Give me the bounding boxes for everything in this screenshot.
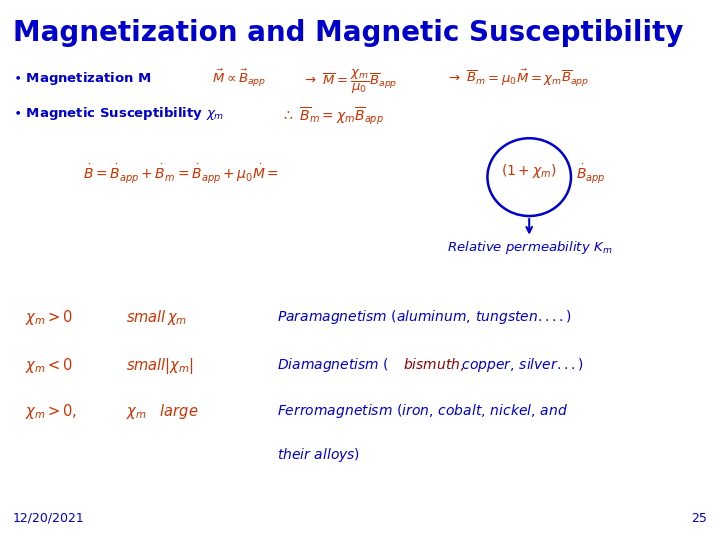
Text: $\mathit{Paramagnetism\ (aluminum,\,tungsten....)}$: $\mathit{Paramagnetism\ (aluminum,\,tung… xyxy=(277,308,572,326)
Text: $\chi_m > 0$: $\chi_m > 0$ xyxy=(25,308,73,327)
Text: $\vec{M} \propto \vec{B}_{app}$: $\vec{M} \propto \vec{B}_{app}$ xyxy=(212,68,266,89)
Text: $\chi_m > 0,$: $\chi_m > 0,$ xyxy=(25,402,78,421)
Text: $\mathit{Diamagnetism\ (}$: $\mathit{Diamagnetism\ (}$ xyxy=(277,356,390,374)
Text: $\mathit{small}|\chi_m|$: $\mathit{small}|\chi_m|$ xyxy=(126,356,194,376)
Text: 25: 25 xyxy=(691,512,707,525)
Text: $\mathit{their\ alloys)}$: $\mathit{their\ alloys)}$ xyxy=(277,446,361,463)
Text: $\mathit{Relative\ permeability\ K_m}$: $\mathit{Relative\ permeability\ K_m}$ xyxy=(446,239,612,255)
Text: $\mathit{small\,}\chi_m$: $\mathit{small\,}\chi_m$ xyxy=(126,308,187,327)
Text: $\therefore\ \overline{B}_m = \chi_m\overline{B}_{app}$: $\therefore\ \overline{B}_m = \chi_m\ove… xyxy=(281,105,384,127)
Text: $\mathit{\ copper,\,silver...)}$: $\mathit{\ copper,\,silver...)}$ xyxy=(457,356,584,374)
Text: $\dot{B} = \dot{B}_{app} + \dot{B}_m = \dot{B}_{app} + \mu_0\dot{M} =$: $\dot{B} = \dot{B}_{app} + \dot{B}_m = \… xyxy=(83,162,279,185)
Text: $\chi_m < 0$: $\chi_m < 0$ xyxy=(25,356,73,375)
Text: Magnetization and Magnetic Susceptibility: Magnetization and Magnetic Susceptibilit… xyxy=(13,19,683,47)
Text: 12/20/2021: 12/20/2021 xyxy=(13,512,85,525)
Text: $\bullet$ Magnetization M: $\bullet$ Magnetization M xyxy=(13,70,151,87)
Text: $(1+\chi_m)$: $(1+\chi_m)$ xyxy=(501,162,557,180)
Text: $\dot{B}_{app}$: $\dot{B}_{app}$ xyxy=(576,162,606,185)
Text: $\mathit{Ferromagnetism\ (iron,\,cobalt,\,nickel,\,and}$: $\mathit{Ferromagnetism\ (iron,\,cobalt,… xyxy=(277,402,568,420)
Text: $\chi_m$   $\mathit{large}$: $\chi_m$ $\mathit{large}$ xyxy=(126,402,198,421)
Text: $\mathit{bismuth,}$: $\mathit{bismuth,}$ xyxy=(403,356,464,373)
Text: $\to\ \overline{M} = \dfrac{\chi_m}{\mu_0}\overline{B}_{app}$: $\to\ \overline{M} = \dfrac{\chi_m}{\mu_… xyxy=(302,68,397,96)
Text: $\bullet$ Magnetic Susceptibility $\chi_m$: $\bullet$ Magnetic Susceptibility $\chi_… xyxy=(13,105,224,122)
Text: $\to\ \overline{B}_m = \mu_0\vec{M} = \chi_m\overline{B}_{app}$: $\to\ \overline{B}_m = \mu_0\vec{M} = \c… xyxy=(446,68,590,89)
